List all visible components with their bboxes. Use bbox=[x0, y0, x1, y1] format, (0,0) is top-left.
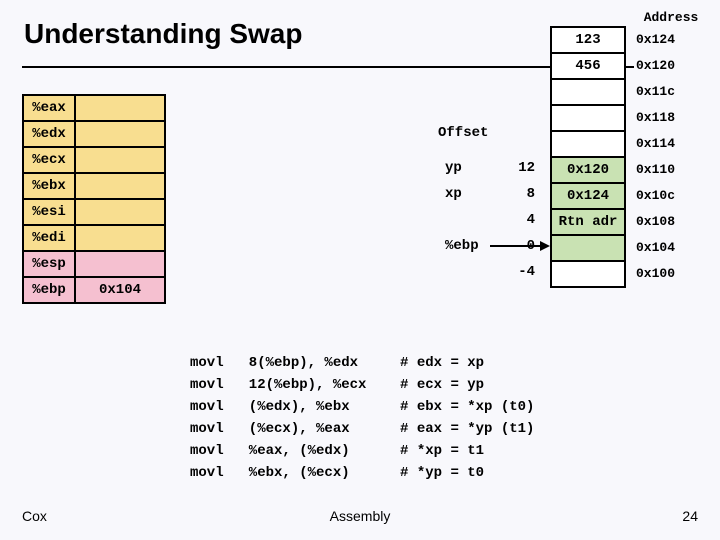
register-name: %esi bbox=[22, 198, 76, 226]
register-row: %ebp0x104 bbox=[22, 276, 166, 304]
register-row: %ebx bbox=[22, 172, 166, 200]
register-name: %ecx bbox=[22, 146, 76, 174]
stack-offset: 8 bbox=[505, 186, 535, 202]
memory-cell: 0x104 bbox=[550, 234, 626, 262]
offset-header: Offset bbox=[438, 125, 488, 141]
stack-offset: 12 bbox=[505, 160, 535, 176]
memory-cell: 4560x120 bbox=[550, 52, 626, 80]
register-name: %ebx bbox=[22, 172, 76, 200]
stack-var-name: %ebp bbox=[445, 238, 479, 254]
memory-cell: 0x100 bbox=[550, 260, 626, 288]
register-value bbox=[76, 224, 166, 252]
memory-address: 0x104 bbox=[636, 240, 675, 255]
title-rule bbox=[22, 66, 634, 68]
stack-var-name: yp bbox=[445, 160, 462, 176]
register-value bbox=[76, 146, 166, 174]
register-value bbox=[76, 94, 166, 122]
assembly-listing: movl 8(%ebp), %edx # edx = xp movl 12(%e… bbox=[190, 352, 534, 484]
register-name: %eax bbox=[22, 94, 76, 122]
memory-address: 0x124 bbox=[636, 32, 675, 47]
stack-offset: 4 bbox=[505, 212, 535, 228]
memory-address: 0x11c bbox=[636, 84, 675, 99]
memory-address: 0x120 bbox=[636, 58, 675, 73]
register-value bbox=[76, 172, 166, 200]
register-row: %esp bbox=[22, 250, 166, 278]
memory-cell: 0x114 bbox=[550, 130, 626, 158]
register-value bbox=[76, 198, 166, 226]
slide-title: Understanding Swap bbox=[24, 18, 302, 50]
register-row: %edx bbox=[22, 120, 166, 148]
memory-cell: Rtn adr0x108 bbox=[550, 208, 626, 236]
register-value: 0x104 bbox=[76, 276, 166, 304]
memory-address: 0x110 bbox=[636, 162, 675, 177]
memory-address: 0x100 bbox=[636, 266, 675, 281]
register-row: %edi bbox=[22, 224, 166, 252]
memory-cell: 0x1240x10c bbox=[550, 182, 626, 210]
register-row: %esi bbox=[22, 198, 166, 226]
memory-column: 1230x1244560x1200x11c0x1180x1140x1200x11… bbox=[550, 26, 626, 286]
memory-cell: 0x118 bbox=[550, 104, 626, 132]
register-name: %ebp bbox=[22, 276, 76, 304]
memory-cell: 0x11c bbox=[550, 78, 626, 106]
memory-cell: 1230x124 bbox=[550, 26, 626, 54]
ebp-arrow bbox=[490, 240, 550, 252]
memory-address: 0x114 bbox=[636, 136, 675, 151]
footer-page: 24 bbox=[682, 508, 698, 524]
memory-address: 0x108 bbox=[636, 214, 675, 229]
register-value bbox=[76, 120, 166, 148]
register-name: %esp bbox=[22, 250, 76, 278]
register-row: %eax bbox=[22, 94, 166, 122]
register-name: %edi bbox=[22, 224, 76, 252]
register-row: %ecx bbox=[22, 146, 166, 174]
memory-address: 0x118 bbox=[636, 110, 675, 125]
register-value bbox=[76, 250, 166, 278]
address-header: Address bbox=[636, 10, 706, 25]
stack-offset: -4 bbox=[505, 264, 535, 280]
register-table: %eax%edx%ecx%ebx%esi%edi%esp%ebp0x104 bbox=[22, 94, 166, 302]
footer-title: Assembly bbox=[0, 508, 720, 524]
stack-var-name: xp bbox=[445, 186, 462, 202]
memory-cell: 0x1200x110 bbox=[550, 156, 626, 184]
memory-address: 0x10c bbox=[636, 188, 675, 203]
register-name: %edx bbox=[22, 120, 76, 148]
